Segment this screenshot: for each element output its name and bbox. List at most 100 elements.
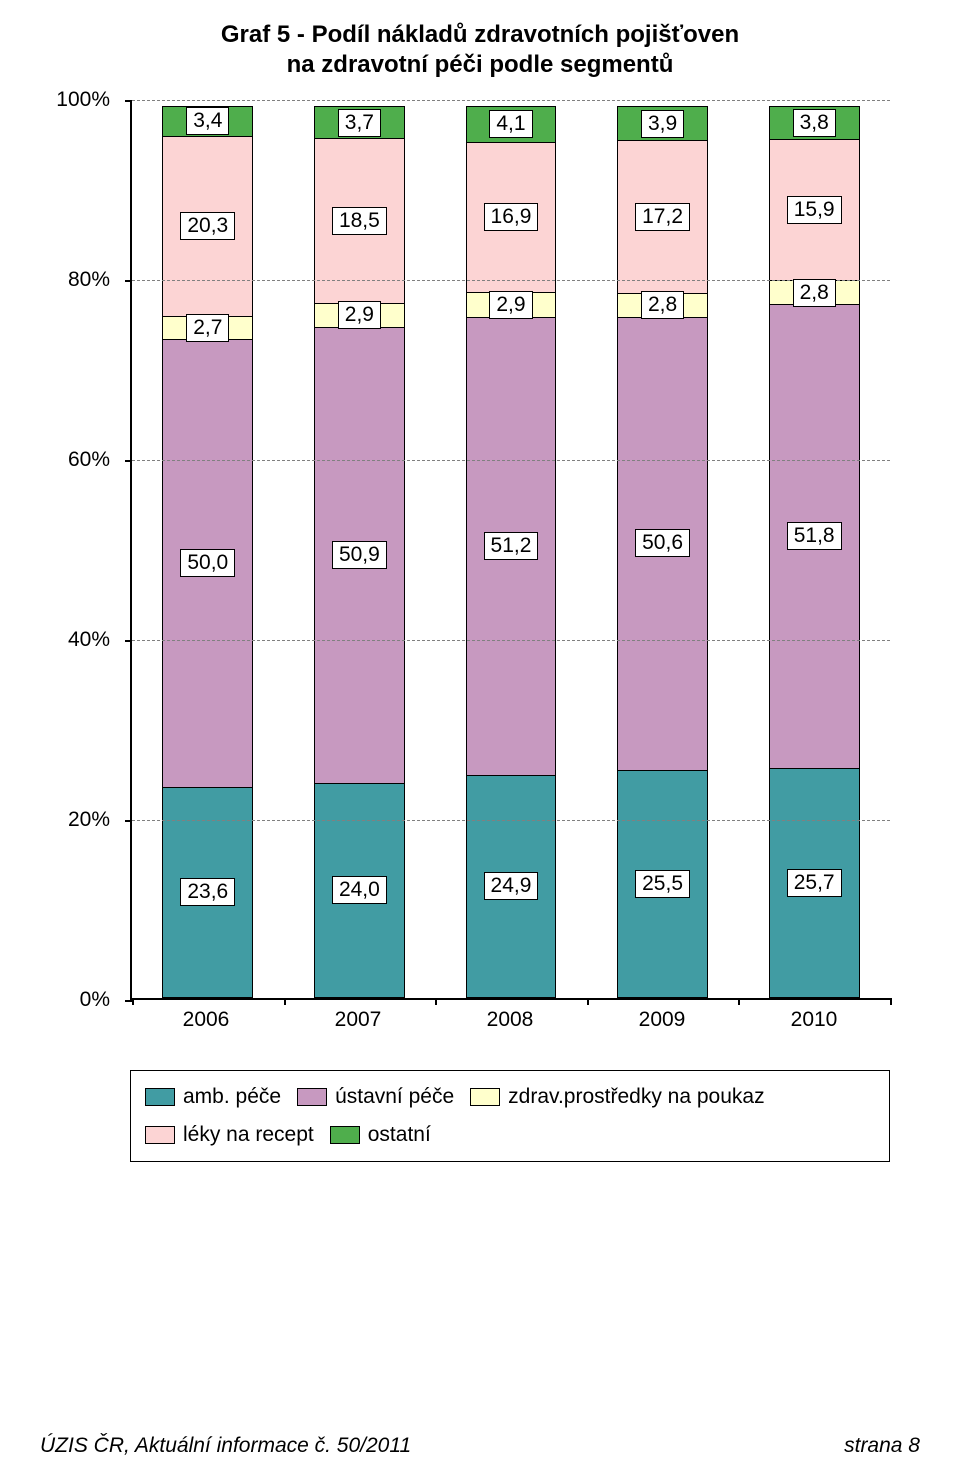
y-tick-label: 20% [68,808,110,832]
bar-segment-ostatni: 3,7 [314,106,405,139]
bar-segment-label: 23,6 [180,878,235,906]
y-tick-label: 100% [56,88,110,112]
bar: 23,6 50,0 2,7 20,3 3,4 [162,100,253,998]
x-tick-mark [890,998,892,1005]
bar-segment-ostatni: 3,9 [617,106,708,141]
y-tick-mark [125,460,132,462]
bar-segment-ustavni: 50,0 [162,339,253,788]
bar: 25,7 51,8 2,8 15,9 3,8 [769,100,860,998]
x-axis-label: 2007 [282,1008,434,1032]
bar-segment-label: 3,4 [186,107,229,135]
bar: 24,9 51,2 2,9 16,9 4,1 [466,100,557,998]
bar-segment-label: 2,7 [186,314,229,342]
bar-segment-zdrav: 2,8 [617,293,708,318]
grid-line [132,280,890,281]
legend-item-leky: léky na recept [145,1123,314,1147]
legend-item-amb: amb. péče [145,1085,281,1109]
y-tick-label: 80% [68,268,110,292]
bar-segment-label: 2,9 [489,291,532,319]
bar-segment-label: 24,0 [332,876,387,904]
y-tick-label: 40% [68,628,110,652]
bar-segment-ostatni: 4,1 [466,106,557,143]
bar-segment-label: 2,8 [793,279,836,307]
bar-segment-label: 15,9 [787,196,842,224]
grid-line [132,820,890,821]
bar-segment-ustavni: 50,9 [314,327,405,784]
legend-label: léky na recept [183,1123,314,1147]
bar-segment-label: 24,9 [484,872,539,900]
bar-segment-label: 3,8 [793,109,836,137]
bar-segment-ostatni: 3,8 [769,106,860,140]
bars-container: 23,6 50,0 2,7 20,3 3,4 24,0 50,9 2,9 18,5 3,7 24,9… [132,100,890,998]
y-tick-mark [125,640,132,642]
plot-area: 23,6 50,0 2,7 20,3 3,4 24,0 50,9 2,9 18,5 3,7 24,9… [130,100,890,1000]
y-axis: 0%20%40%60%80%100% [40,100,120,1040]
bar-segment-label: 18,5 [332,207,387,235]
bar-segment-label: 50,9 [332,541,387,569]
legend-item-ostatni: ostatní [330,1123,431,1147]
y-tick-label: 0% [80,988,110,1012]
legend-swatch [145,1126,175,1144]
legend-item-ustavni: ústavní péče [297,1085,454,1109]
legend-swatch [330,1126,360,1144]
x-axis-label: 2009 [586,1008,738,1032]
grid-line [132,640,890,641]
bar-segment-label: 51,2 [484,532,539,560]
grid-line [132,100,890,101]
legend-swatch [470,1088,500,1106]
bar-segment-label: 51,8 [787,522,842,550]
page: Graf 5 - Podíl nákladů zdravotních pojiš… [0,0,960,1482]
legend-swatch [145,1088,175,1106]
bar-segment-label: 50,0 [180,549,235,577]
bar-segment-zdrav: 2,8 [769,280,860,305]
chart-title: Graf 5 - Podíl nákladů zdravotních pojiš… [40,20,920,80]
bar-segment-label: 4,1 [489,110,532,138]
footer-left: ÚZIS ČR, Aktuální informace č. 50/2011 [40,1434,411,1458]
bar-segment-label: 25,5 [635,870,690,898]
bar-segment-label: 16,9 [484,203,539,231]
bar-segment-leky: 16,9 [466,141,557,293]
legend-swatch [297,1088,327,1106]
bar-segment-zdrav: 2,7 [162,316,253,340]
bar: 25,5 50,6 2,8 17,2 3,9 [617,100,708,998]
legend-label: zdrav.prostředky na poukaz [508,1085,764,1109]
legend-label: ústavní péče [335,1085,454,1109]
chart-title-line1: Graf 5 - Podíl nákladů zdravotních pojiš… [40,20,920,50]
legend-label: amb. péče [183,1085,281,1109]
bar: 24,0 50,9 2,9 18,5 3,7 [314,100,405,998]
bar-segment-label: 20,3 [180,212,235,240]
bar-segment-zdrav: 2,9 [314,302,405,328]
chart-title-line2: na zdravotní péči podle segmentů [40,50,920,80]
bar-segment-ostatni: 3,4 [162,106,253,137]
bar-segment-label: 3,9 [641,110,684,138]
legend-item-zdrav: zdrav.prostředky na poukaz [470,1085,764,1109]
bar-segment-leky: 20,3 [162,135,253,317]
bar-segment-amb: 23,6 [162,786,253,998]
bar-segment-label: 17,2 [635,203,690,231]
y-tick-mark [125,820,132,822]
y-tick-label: 60% [68,448,110,472]
bar-segment-amb: 24,9 [466,774,557,998]
bar-segment-label: 3,7 [338,109,381,137]
y-tick-mark [125,100,132,102]
bar-segment-label: 2,9 [338,301,381,329]
bar-segment-ustavni: 51,2 [466,316,557,776]
y-tick-mark [125,280,132,282]
legend-label: ostatní [368,1123,431,1147]
bar-segment-amb: 25,7 [769,767,860,998]
x-axis: 20062007200820092010 [130,1000,890,1040]
bar-segment-leky: 17,2 [617,140,708,294]
x-axis-label: 2010 [738,1008,890,1032]
legend: amb. péče ústavní péče zdrav.prostředky na… [130,1070,890,1162]
bar-segment-label: 25,7 [787,869,842,897]
bar-segment-label: 50,6 [635,529,690,557]
bar-segment-zdrav: 2,9 [466,292,557,318]
x-axis-label: 2006 [130,1008,282,1032]
bar-segment-label: 2,8 [641,291,684,319]
bar-segment-leky: 18,5 [314,138,405,304]
bar-segment-amb: 24,0 [314,782,405,998]
chart: 0%20%40%60%80%100% 23,650,02,720,33,424,… [40,100,920,1040]
bar-segment-leky: 15,9 [769,139,860,282]
page-footer: ÚZIS ČR, Aktuální informace č. 50/2011 s… [40,1434,920,1458]
footer-right: strana 8 [844,1434,920,1458]
